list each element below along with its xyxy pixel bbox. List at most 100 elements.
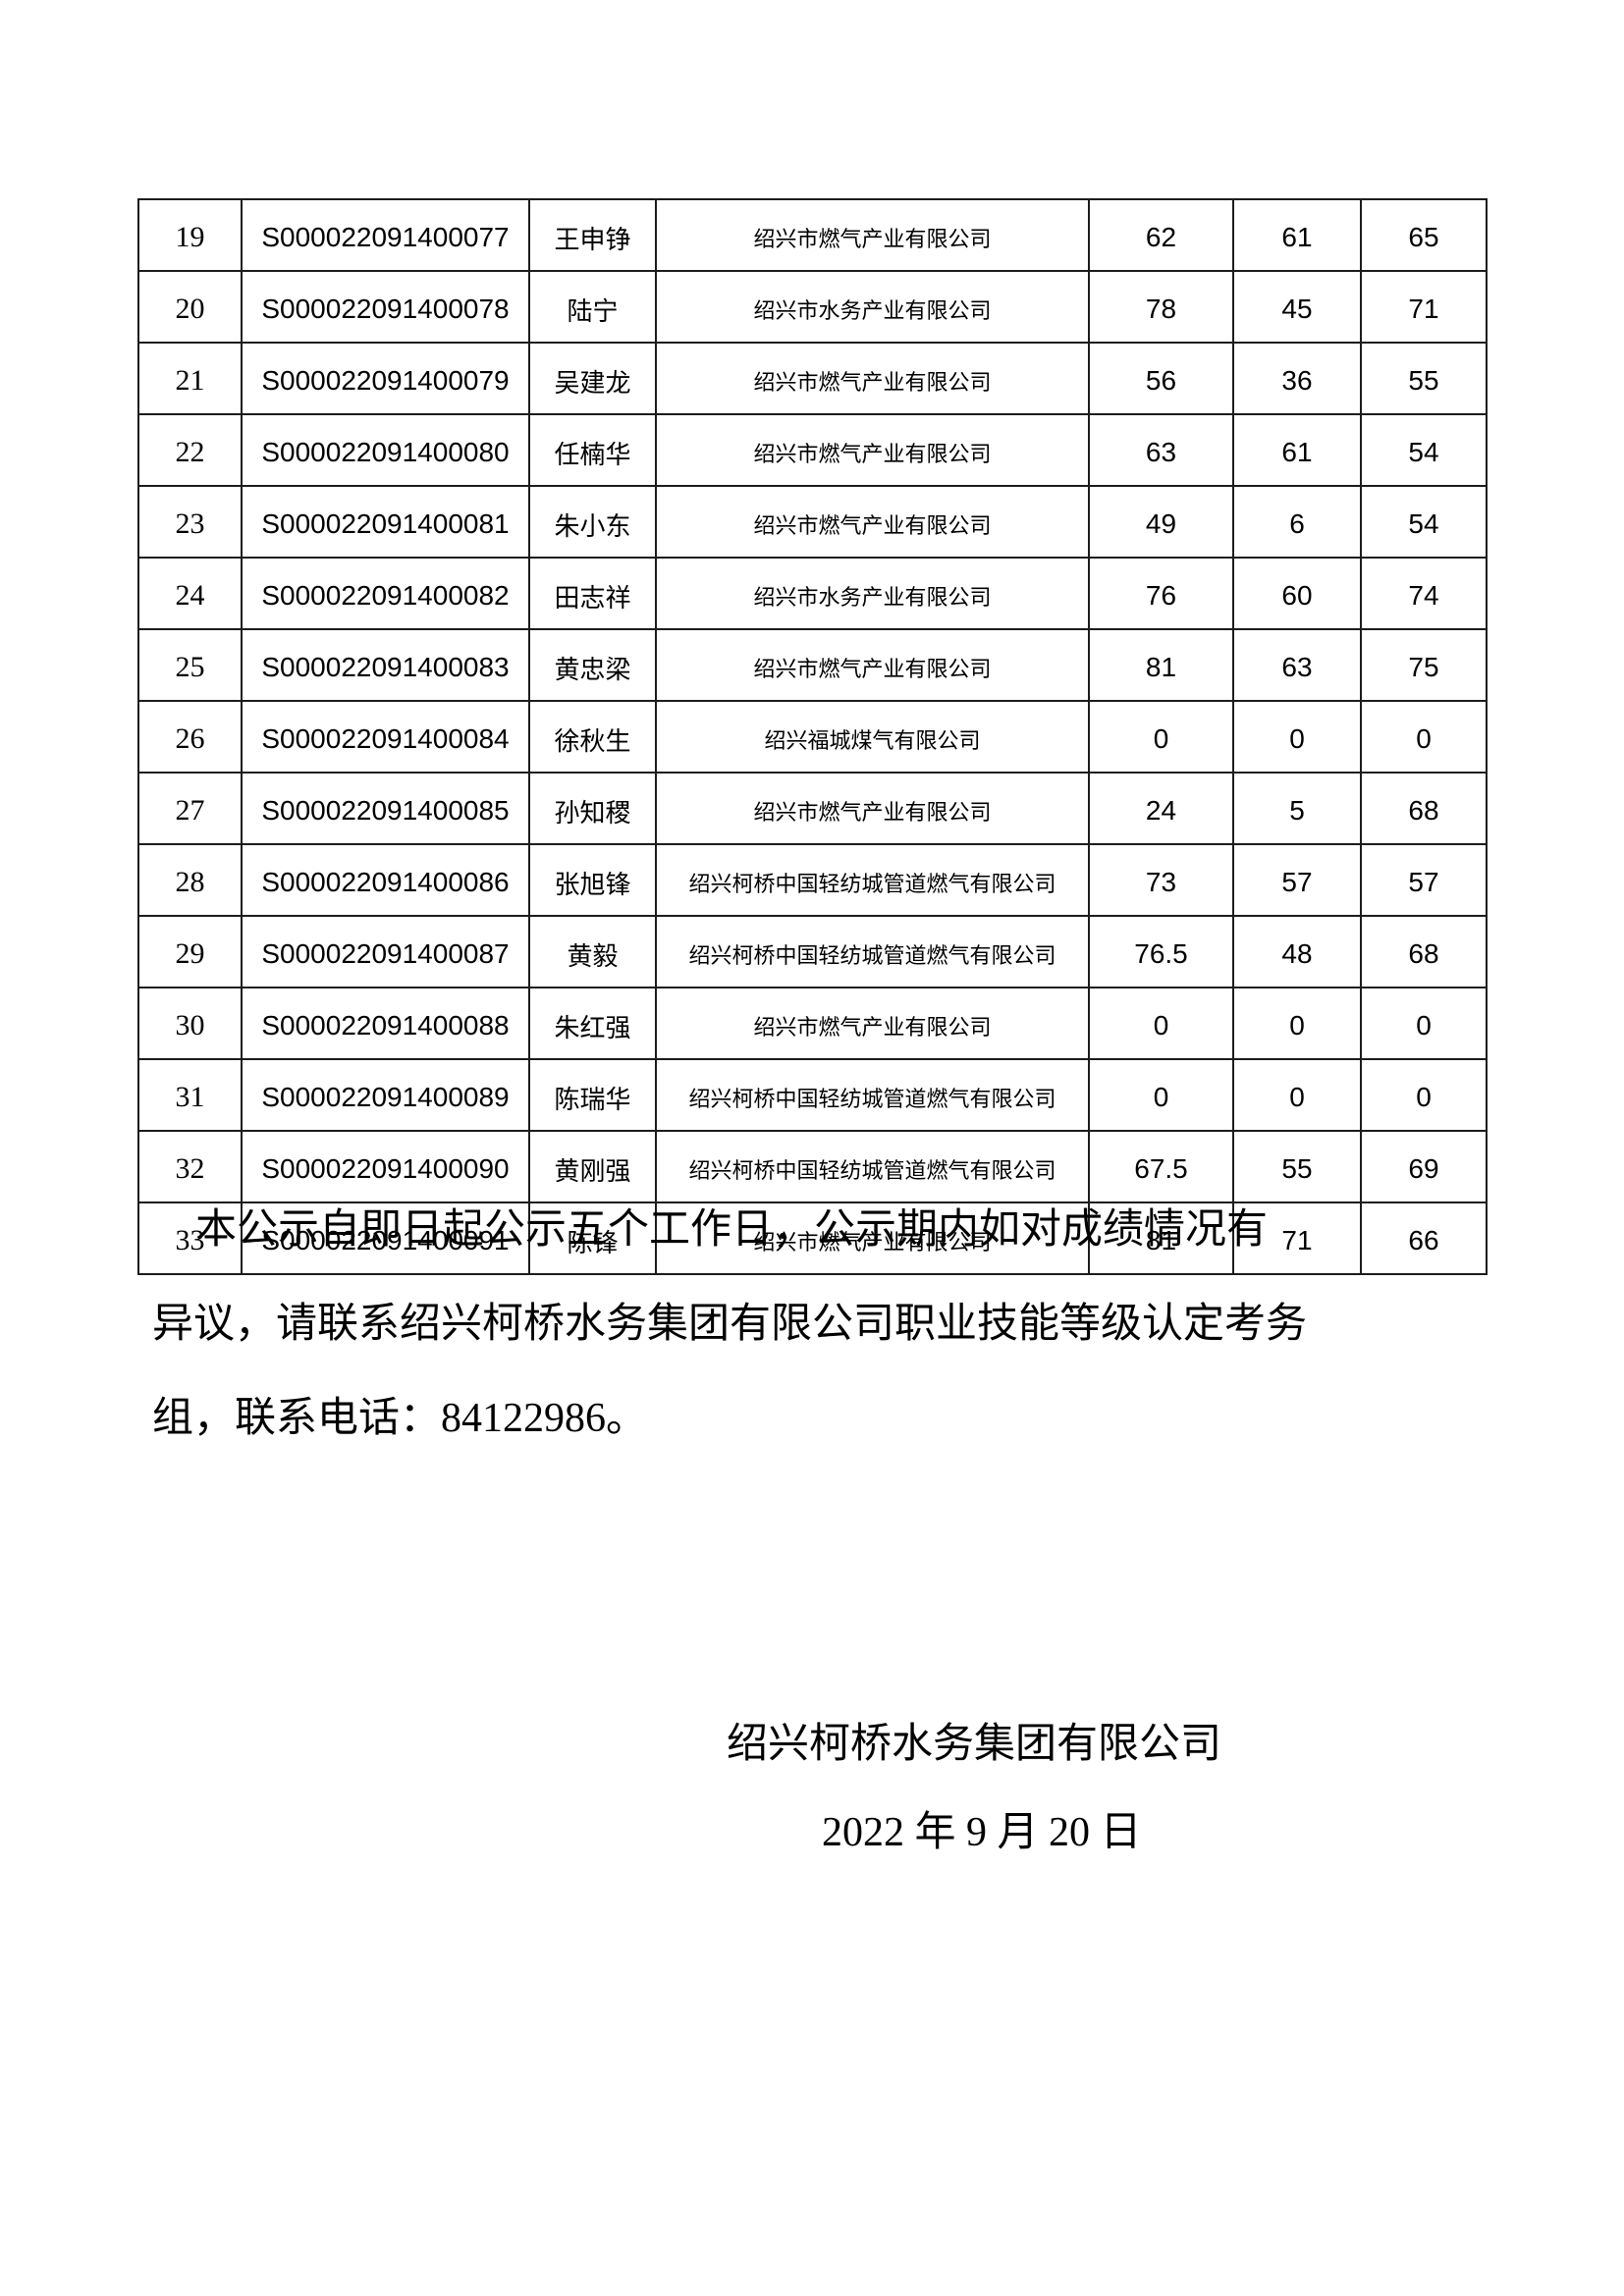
company-name: 绍兴市水务产业有限公司 bbox=[655, 270, 1090, 344]
company-name: 绍兴柯桥中国轻纺城管道燃气有限公司 bbox=[655, 843, 1090, 917]
candidate-id: S000022091400087 bbox=[241, 915, 530, 988]
score-2: 0 bbox=[1232, 700, 1362, 774]
candidate-name: 徐秋生 bbox=[528, 700, 657, 774]
score-3: 55 bbox=[1360, 342, 1488, 415]
candidate-id: S000022091400088 bbox=[241, 987, 530, 1060]
score-1: 0 bbox=[1088, 987, 1234, 1060]
score-3: 68 bbox=[1360, 772, 1488, 845]
score-2: 48 bbox=[1232, 915, 1362, 988]
row-number: 22 bbox=[137, 413, 243, 487]
score-2: 61 bbox=[1232, 413, 1362, 487]
company-name: 绍兴市燃气产业有限公司 bbox=[655, 342, 1090, 415]
score-2: 0 bbox=[1232, 1058, 1362, 1132]
candidate-id: S000022091400077 bbox=[241, 198, 530, 272]
score-1: 0 bbox=[1088, 700, 1234, 774]
row-number: 19 bbox=[137, 198, 243, 272]
company-name: 绍兴柯桥中国轻纺城管道燃气有限公司 bbox=[655, 915, 1090, 988]
row-number: 25 bbox=[137, 628, 243, 702]
candidate-name: 任楠华 bbox=[528, 413, 657, 487]
candidate-id: S000022091400089 bbox=[241, 1058, 530, 1132]
score-2: 71 bbox=[1232, 1201, 1362, 1275]
candidate-name: 陈锋 bbox=[528, 1201, 657, 1275]
company-name: 绍兴柯桥中国轻纺城管道燃气有限公司 bbox=[655, 1058, 1090, 1132]
table-row: 25 S000022091400083 黄忠梁 绍兴市燃气产业有限公司 81 6… bbox=[137, 628, 1488, 702]
score-1: 0 bbox=[1088, 1058, 1234, 1132]
score-3: 71 bbox=[1360, 270, 1488, 344]
score-3: 57 bbox=[1360, 843, 1488, 917]
table-row: 27 S000022091400085 孙知稷 绍兴市燃气产业有限公司 24 5… bbox=[137, 772, 1488, 845]
table-row: 20 S000022091400078 陆宁 绍兴市水务产业有限公司 78 45… bbox=[137, 270, 1488, 344]
candidate-name: 田志祥 bbox=[528, 557, 657, 630]
score-1: 62 bbox=[1088, 198, 1234, 272]
company-name: 绍兴市燃气产业有限公司 bbox=[655, 1201, 1090, 1275]
company-name: 绍兴市燃气产业有限公司 bbox=[655, 772, 1090, 845]
table-row: 29 S000022091400087 黄毅 绍兴柯桥中国轻纺城管道燃气有限公司… bbox=[137, 915, 1488, 988]
candidate-name: 黄刚强 bbox=[528, 1130, 657, 1203]
notice-paragraph: 本公示自即日起公示五个工作日，公示期内如对成绩情况有 异议，请联系绍兴柯桥水务集… bbox=[152, 1183, 1370, 1466]
score-3: 0 bbox=[1360, 987, 1488, 1060]
table-row: 26 S000022091400084 徐秋生 绍兴福城煤气有限公司 0 0 0 bbox=[137, 700, 1488, 774]
row-number: 28 bbox=[137, 843, 243, 917]
candidate-id: S000022091400085 bbox=[241, 772, 530, 845]
score-1: 78 bbox=[1088, 270, 1234, 344]
score-table: 19 S000022091400077 王申铮 绍兴市燃气产业有限公司 62 6… bbox=[137, 198, 1488, 1275]
notice-line-2: 异议，请联系绍兴柯桥水务集团有限公司职业技能等级认定考务 bbox=[152, 1302, 1308, 1347]
score-2: 36 bbox=[1232, 342, 1362, 415]
score-2: 60 bbox=[1232, 557, 1362, 630]
score-2: 45 bbox=[1232, 270, 1362, 344]
row-number: 30 bbox=[137, 987, 243, 1060]
score-1: 63 bbox=[1088, 413, 1234, 487]
company-name: 绍兴市燃气产业有限公司 bbox=[655, 987, 1090, 1060]
candidate-id: S000022091400081 bbox=[241, 485, 530, 559]
score-2: 57 bbox=[1232, 843, 1362, 917]
candidate-id: S000022091400080 bbox=[241, 413, 530, 487]
row-number: 27 bbox=[137, 772, 243, 845]
score-1: 24 bbox=[1088, 772, 1234, 845]
company-name: 绍兴柯桥中国轻纺城管道燃气有限公司 bbox=[655, 1130, 1090, 1203]
table-row: 32 S000022091400090 黄刚强 绍兴柯桥中国轻纺城管道燃气有限公… bbox=[137, 1130, 1488, 1203]
candidate-name: 张旭锋 bbox=[528, 843, 657, 917]
row-number: 24 bbox=[137, 557, 243, 630]
row-number: 32 bbox=[137, 1130, 243, 1203]
table-row: 30 S000022091400088 朱红强 绍兴市燃气产业有限公司 0 0 … bbox=[137, 987, 1488, 1060]
table-row: 23 S000022091400081 朱小东 绍兴市燃气产业有限公司 49 6… bbox=[137, 485, 1488, 559]
score-3: 0 bbox=[1360, 1058, 1488, 1132]
notice-line-1: 本公示自即日起公示五个工作日，公示期内如对成绩情况有 bbox=[195, 1207, 1269, 1253]
score-1: 76 bbox=[1088, 557, 1234, 630]
row-number: 23 bbox=[137, 485, 243, 559]
score-3: 75 bbox=[1360, 628, 1488, 702]
candidate-name: 朱小东 bbox=[528, 485, 657, 559]
score-3: 54 bbox=[1360, 413, 1488, 487]
row-number: 20 bbox=[137, 270, 243, 344]
score-3: 0 bbox=[1360, 700, 1488, 774]
candidate-id: S000022091400078 bbox=[241, 270, 530, 344]
score-2: 63 bbox=[1232, 628, 1362, 702]
candidate-id: S000022091400079 bbox=[241, 342, 530, 415]
candidate-id: S000022091400086 bbox=[241, 843, 530, 917]
score-3: 65 bbox=[1360, 198, 1488, 272]
candidate-name: 吴建龙 bbox=[528, 342, 657, 415]
table-row: 22 S000022091400080 任楠华 绍兴市燃气产业有限公司 63 6… bbox=[137, 413, 1488, 487]
score-2: 0 bbox=[1232, 987, 1362, 1060]
score-2: 55 bbox=[1232, 1130, 1362, 1203]
score-1: 73 bbox=[1088, 843, 1234, 917]
score-3: 74 bbox=[1360, 557, 1488, 630]
row-number: 31 bbox=[137, 1058, 243, 1132]
score-1: 76.5 bbox=[1088, 915, 1234, 988]
notice-line-3: 组，联系电话：84122986。 bbox=[152, 1396, 648, 1441]
score-2: 6 bbox=[1232, 485, 1362, 559]
score-3: 68 bbox=[1360, 915, 1488, 988]
company-name: 绍兴市水务产业有限公司 bbox=[655, 557, 1090, 630]
score-1: 81 bbox=[1088, 1201, 1234, 1275]
candidate-id: S000022091400084 bbox=[241, 700, 530, 774]
score-1: 49 bbox=[1088, 485, 1234, 559]
company-name: 绍兴市燃气产业有限公司 bbox=[655, 198, 1090, 272]
candidate-name: 黄毅 bbox=[528, 915, 657, 988]
candidate-id: S000022091400082 bbox=[241, 557, 530, 630]
table-row: 21 S000022091400079 吴建龙 绍兴市燃气产业有限公司 56 3… bbox=[137, 342, 1488, 415]
score-3: 66 bbox=[1360, 1201, 1488, 1275]
candidate-name: 王申铮 bbox=[528, 198, 657, 272]
company-name: 绍兴市燃气产业有限公司 bbox=[655, 413, 1090, 487]
score-2: 5 bbox=[1232, 772, 1362, 845]
